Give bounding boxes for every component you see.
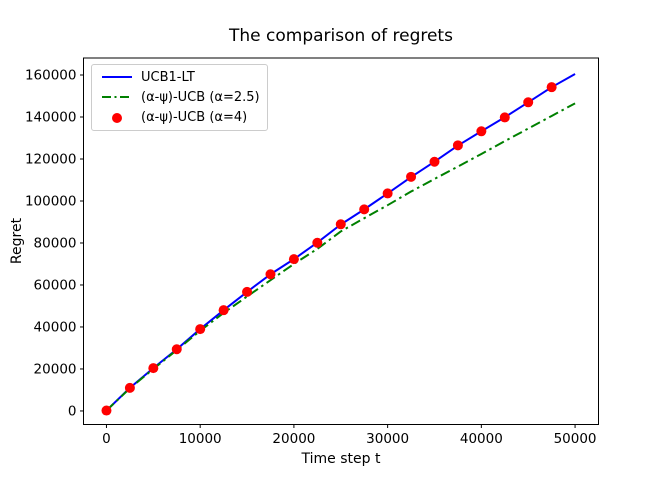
data-point — [312, 237, 323, 248]
x-tick-label: 0 — [102, 431, 111, 447]
y-tick-label: 0 — [68, 403, 77, 419]
legend-item-ucb1-lt: UCB1-LT — [101, 67, 259, 87]
data-point — [265, 269, 276, 280]
data-point — [335, 219, 346, 230]
legend-solid-line-icon — [102, 76, 132, 79]
y-tick-label: 160000 — [25, 68, 77, 84]
data-point — [195, 324, 206, 335]
x-axis-label: Time step t — [301, 451, 381, 467]
y-tick-label: 60000 — [34, 277, 77, 293]
data-point — [523, 97, 534, 108]
y-tick-label: 140000 — [25, 110, 77, 126]
y-tick-label: 20000 — [34, 361, 77, 377]
data-point — [546, 82, 557, 93]
data-point — [476, 126, 487, 137]
chart-title: The comparison of regrets — [229, 26, 453, 46]
legend-item-alpha-psi-ucb-4: (α-ψ)-UCB (α=4) — [101, 108, 259, 128]
y-axis-label: Regret — [9, 217, 25, 265]
x-tick-label: 50000 — [554, 431, 597, 447]
legend-label: (α-ψ)-UCB (α=4) — [141, 110, 248, 126]
data-point — [218, 305, 229, 316]
y-tick-label: 80000 — [34, 235, 77, 251]
legend: UCB1-LT (α-ψ)-UCB (α=2.5) (α-ψ)-UCB (α=4… — [91, 64, 268, 131]
data-point — [452, 140, 463, 151]
data-point — [101, 405, 112, 416]
legend-dashdot-line-icon — [102, 96, 132, 99]
data-point — [499, 112, 510, 123]
x-tick-label: 40000 — [460, 431, 503, 447]
legend-item-alpha-psi-ucb-2-5: (α-ψ)-UCB (α=2.5) — [101, 87, 260, 107]
legend-label: (α-ψ)-UCB (α=2.5) — [141, 89, 260, 105]
data-point — [148, 363, 159, 374]
y-tick-label: 40000 — [34, 319, 77, 335]
data-point — [171, 344, 182, 355]
x-tick-label: 10000 — [179, 431, 222, 447]
data-point — [288, 254, 299, 265]
data-point — [429, 156, 440, 167]
x-tick-label: 30000 — [366, 431, 409, 447]
axes-spines — [83, 57, 599, 425]
legend-circle-marker-icon — [112, 112, 122, 123]
data-point — [242, 286, 253, 297]
x-tick-label: 20000 — [272, 431, 315, 447]
y-axis-ticks: 0 20000 40000 60000 80000 100000 120000 140000 1… — [25, 68, 84, 419]
legend-label: UCB1-LT — [141, 69, 195, 85]
data-point — [406, 171, 417, 182]
series-2 — [101, 82, 557, 416]
series-1 — [105, 102, 576, 412]
y-tick-label: 120000 — [25, 151, 77, 167]
data-point — [359, 204, 370, 215]
data-point — [124, 382, 135, 393]
y-tick-label: 100000 — [25, 193, 77, 209]
x-axis-ticks: 0 10000 20000 30000 40000 50000 — [102, 424, 597, 447]
data-point — [382, 188, 393, 199]
